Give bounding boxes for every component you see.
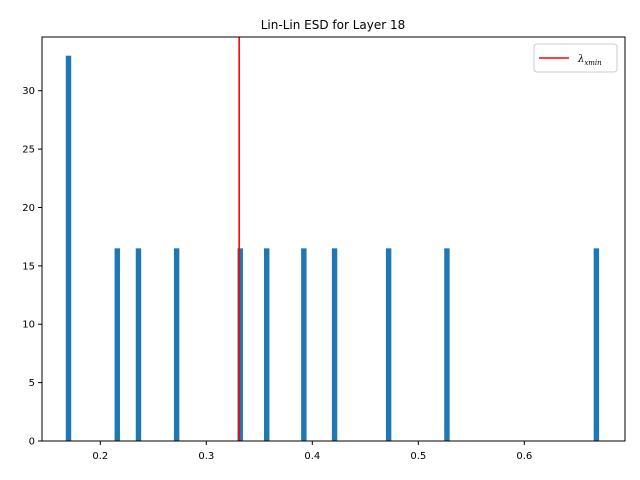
x-tick-label: 0.2: [92, 451, 108, 462]
y-tick-label: 0: [29, 437, 35, 448]
y-tick-label: 30: [22, 86, 35, 97]
histogram-bar: [331, 248, 338, 441]
histogram-bar: [65, 55, 72, 442]
histogram-bar: [385, 248, 392, 441]
y-tick-label: 5: [29, 378, 35, 389]
x-tick-label: 0.5: [410, 451, 426, 462]
chart-title: Lin-Lin ESD for Layer 18: [261, 18, 406, 32]
legend-label: λxmin: [577, 54, 602, 67]
y-axis-ticks: 0 5 10 15 20 25 30: [22, 86, 42, 448]
x-tick-label: 0.6: [516, 451, 532, 462]
y-tick-label: 25: [22, 145, 35, 156]
histogram-bar: [444, 248, 450, 441]
histogram-bar: [237, 248, 243, 441]
x-tick-label: 0.4: [304, 451, 320, 462]
histogram-bar: [301, 248, 307, 441]
histogram-bar: [264, 248, 270, 441]
plot-frame: [41, 36, 626, 442]
y-tick-label: 10: [22, 320, 35, 331]
histogram-bar: [593, 248, 600, 441]
y-tick-label: 20: [22, 203, 35, 214]
histogram-bar: [135, 248, 142, 441]
x-tick-label: 0.3: [198, 451, 214, 462]
bars-group: [65, 55, 600, 442]
y-tick-label: 15: [22, 261, 35, 272]
histogram-bar: [173, 248, 180, 441]
legend-box: [533, 43, 618, 73]
x-axis-ticks: 0.2 0.3 0.4 0.5 0.6: [92, 441, 532, 462]
legend: λxmin: [533, 43, 618, 73]
histogram-bar: [114, 248, 120, 441]
